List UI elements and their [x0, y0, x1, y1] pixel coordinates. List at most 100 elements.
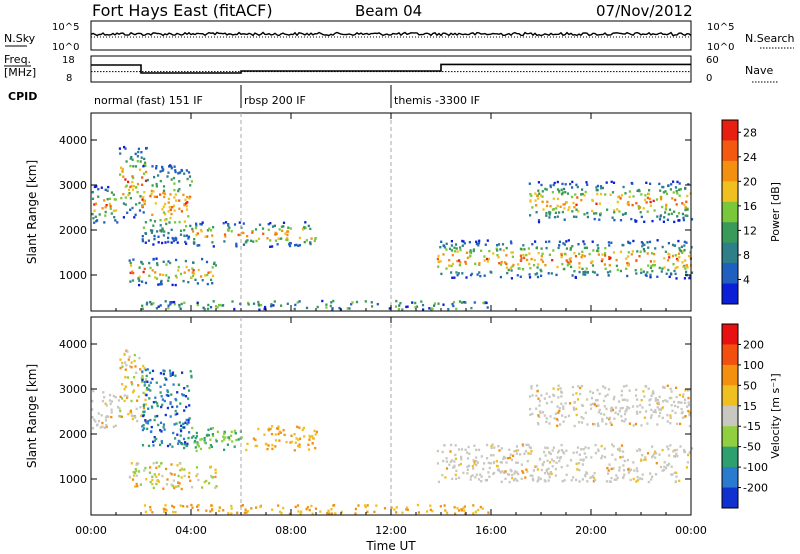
- echo-cell: [567, 208, 570, 211]
- echo-cell: [135, 407, 138, 411]
- echo-cell: [185, 242, 188, 245]
- echo-cell: [455, 307, 458, 311]
- echo-cell: [96, 219, 99, 222]
- echo-cell: [608, 264, 611, 267]
- echo-cell: [545, 246, 548, 250]
- echo-cell: [682, 218, 685, 222]
- echo-cell: [644, 456, 647, 459]
- echo-cell: [686, 266, 689, 269]
- echo-cell: [134, 165, 138, 168]
- echo-cell: [278, 439, 281, 442]
- echo-cell: [169, 303, 172, 306]
- echo-cell: [121, 361, 124, 365]
- echo-cell: [514, 470, 517, 473]
- echo-cell: [178, 187, 181, 191]
- echo-cell: [263, 433, 266, 436]
- echo-cell: [665, 192, 669, 195]
- echo-cell: [672, 263, 675, 266]
- echo-cell: [511, 476, 514, 480]
- echo-cell: [536, 384, 539, 387]
- echo-cell: [298, 244, 301, 247]
- echo-cell: [615, 474, 618, 477]
- echo-cell: [147, 407, 150, 410]
- echo-cell: [595, 186, 598, 189]
- echo-cell: [107, 415, 110, 418]
- echo-cell: [626, 264, 629, 267]
- echo-cell: [152, 190, 155, 193]
- echo-cell: [558, 407, 561, 410]
- echo-cell: [227, 224, 230, 227]
- echo-cell: [675, 471, 678, 474]
- echo-cell: [556, 424, 559, 427]
- echo-cell: [668, 208, 672, 211]
- echo-cell: [690, 271, 694, 274]
- echo-cell: [508, 473, 511, 476]
- echo-cell: [520, 463, 523, 466]
- echo-cell: [451, 466, 455, 469]
- echo-cell: [224, 436, 227, 439]
- echo-cell: [150, 192, 153, 195]
- echo-cell: [515, 445, 518, 448]
- echo-cell: [592, 249, 595, 252]
- echo-cell: [620, 444, 624, 447]
- echo-cell: [558, 244, 561, 247]
- echo-cell: [687, 254, 691, 258]
- echo-cell: [593, 423, 596, 426]
- colorbar-tick-label: 50: [743, 379, 757, 392]
- echo-cell: [670, 183, 673, 186]
- echo-cell: [569, 402, 572, 405]
- echo-cell: [178, 207, 181, 210]
- echo-cell: [610, 467, 613, 471]
- echo-cell: [596, 388, 599, 392]
- echo-cell: [627, 471, 630, 474]
- echo-cell: [616, 268, 619, 272]
- echo-cell: [245, 448, 248, 452]
- echo-cell: [294, 303, 297, 307]
- echo-cell: [122, 216, 125, 219]
- echo-cell: [201, 257, 204, 261]
- echo-cell: [675, 448, 678, 452]
- echo-cell: [122, 202, 125, 205]
- echo-cell: [486, 260, 489, 263]
- echo-cell: [641, 473, 644, 476]
- echo-cell: [143, 163, 146, 166]
- echo-cell: [460, 301, 463, 304]
- echo-cell: [554, 211, 557, 214]
- echo-cell: [523, 248, 526, 251]
- echo-cell: [155, 165, 158, 168]
- echo-cell: [167, 236, 170, 240]
- y-tick-label: 1000: [59, 269, 87, 282]
- echo-cell: [563, 479, 566, 482]
- echo-cell: [332, 299, 335, 303]
- echo-cell: [211, 433, 214, 436]
- echo-cell: [562, 407, 565, 410]
- echo-cell: [152, 243, 155, 246]
- echo-cell: [687, 183, 690, 186]
- echo-cell: [665, 203, 668, 207]
- power-echoes: [91, 145, 694, 312]
- echo-cell: [458, 300, 462, 303]
- echo-cell: [535, 204, 538, 207]
- echo-cell: [189, 195, 192, 199]
- echo-cell: [148, 384, 151, 387]
- echo-cell: [535, 272, 539, 275]
- echo-cell: [181, 442, 184, 446]
- echo-cell: [141, 176, 144, 179]
- echo-cell: [173, 473, 176, 476]
- echo-cell: [674, 186, 678, 189]
- echo-cell: [612, 397, 615, 401]
- echo-cell: [469, 254, 472, 257]
- echo-cell: [212, 245, 215, 248]
- echo-cell: [398, 304, 401, 307]
- echo-cell: [141, 428, 144, 432]
- noise-right-tick-bottom: 10^0: [707, 42, 734, 53]
- x-tick-label: 20:00: [575, 524, 607, 537]
- echo-cell: [297, 444, 300, 448]
- echo-cell: [179, 504, 182, 507]
- echo-cell: [120, 397, 124, 400]
- echo-cell: [572, 215, 576, 218]
- echo-cell: [530, 449, 533, 453]
- echo-cell: [449, 450, 452, 453]
- echo-cell: [535, 246, 538, 250]
- echo-cell: [144, 179, 148, 183]
